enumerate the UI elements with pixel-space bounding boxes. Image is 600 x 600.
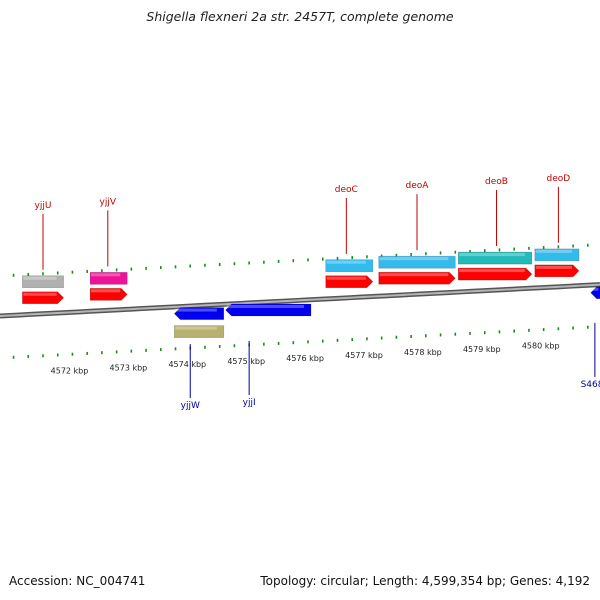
tick-label: 4573 kbp: [110, 363, 148, 372]
genome-title: Shigella flexneri 2a str. 2457T, complet…: [146, 9, 454, 24]
gene-label-deoc: deoC: [335, 185, 358, 195]
feature-cds-5: [225, 303, 312, 317]
ticks-layer: 4572 kbp 4573 kbp 4574 kbp 4575 kbp 4576 kbp…: [12, 243, 589, 375]
gene-label-yjjv: yjjV: [100, 197, 117, 207]
feature-cds-3: [89, 288, 128, 301]
feature-rna-13: [534, 248, 580, 262]
feature-highlight: [535, 265, 572, 269]
feature-cds-15: [590, 286, 600, 300]
tick-label: 4579 kbp: [463, 345, 501, 354]
feature-rna-2: [89, 272, 128, 285]
feature-highlight: [91, 273, 121, 277]
feature-cds-12: [457, 267, 533, 281]
feature-cds-14: [534, 264, 580, 278]
feature-rna-0: [22, 275, 64, 289]
tick-label: 4577 kbp: [345, 351, 383, 360]
feature-rna-11: [457, 251, 533, 265]
tick-label: 4575 kbp: [227, 357, 265, 366]
feature-highlight: [175, 326, 217, 330]
feature-highlight: [379, 257, 449, 261]
gene-label-yjju: yjjU: [35, 201, 52, 211]
backbone-line: [0, 283, 600, 317]
tick-label: 4574 kbp: [168, 360, 206, 369]
tick-label: 4576 kbp: [286, 354, 324, 363]
tick-label: 4580 kbp: [522, 342, 560, 351]
labels-layer: yjjU yjjV deoC deoA deoB deoD yjjW yjjI S4688: [35, 174, 600, 411]
feature-cds-1: [22, 291, 65, 305]
tick-label: 4572 kbp: [51, 366, 89, 375]
gene-label-yjji: yjjI: [243, 398, 256, 408]
feature-highlight: [23, 292, 57, 296]
feature-cds-10: [378, 271, 456, 285]
feature-rna-9: [378, 255, 456, 269]
feature-highlight: [91, 289, 121, 293]
feature-highlight: [459, 269, 525, 273]
tick-label: 4578 kbp: [404, 348, 442, 357]
gene-label-deob: deoB: [485, 177, 508, 187]
feature-highlight: [23, 276, 57, 280]
feature-cds-4: [173, 307, 225, 320]
feature-highlight: [175, 308, 217, 312]
feature-highlight: [379, 273, 449, 277]
gene-label-deoa: deoA: [406, 181, 430, 191]
feature-cds-8: [325, 275, 374, 289]
feature-highlight: [535, 249, 572, 253]
feature-misc-6: [174, 325, 225, 338]
feature-highlight: [326, 276, 366, 280]
gene-label-deod: deoD: [547, 174, 571, 184]
gene-label-s4688: S4688: [581, 380, 600, 390]
accession-text: Accession: NC_004741: [9, 574, 146, 588]
feature-rna-7: [325, 259, 374, 273]
feature-highlight: [591, 287, 599, 291]
features-layer: [22, 248, 600, 338]
feature-highlight: [459, 253, 525, 257]
feature-highlight: [226, 304, 304, 308]
gene-label-yjjw: yjjW: [181, 401, 200, 411]
genome-stats-text: Topology: circular; Length: 4,599,354 bp…: [260, 574, 590, 588]
feature-highlight: [326, 260, 366, 264]
backbone-layer: [0, 282, 600, 319]
